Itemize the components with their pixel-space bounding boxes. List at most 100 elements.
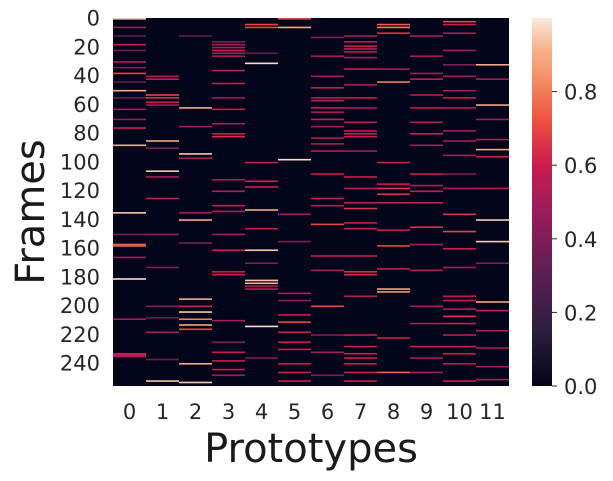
heatmap-cell bbox=[278, 371, 311, 374]
heatmap-cell bbox=[311, 97, 344, 99]
heatmap-cell bbox=[377, 23, 410, 26]
heatmap-cell bbox=[212, 69, 245, 72]
heatmap-cell bbox=[212, 133, 245, 135]
y-tick-labels: 0 20 40 60 80 100 120 140 160 180 200 220 240 bbox=[60, 7, 100, 376]
heatmap-cell bbox=[344, 207, 377, 210]
heatmap-cell bbox=[278, 380, 311, 382]
colorbar-tick-label: 0.6 bbox=[564, 154, 597, 178]
heatmap-cell bbox=[278, 158, 311, 161]
heatmap-cell bbox=[113, 243, 146, 246]
heatmap-cell bbox=[311, 55, 344, 57]
heatmap-cell bbox=[311, 269, 344, 272]
heatmap-cell bbox=[443, 140, 476, 142]
heatmap-cell bbox=[443, 187, 476, 190]
heatmap-cell bbox=[146, 331, 179, 333]
heatmap-cell bbox=[443, 299, 476, 302]
heatmap-cell bbox=[113, 256, 146, 259]
heatmap-cell bbox=[344, 121, 377, 124]
heatmap-cell bbox=[179, 107, 212, 109]
heatmap-cell bbox=[344, 150, 377, 152]
heatmap-cell bbox=[146, 170, 179, 172]
y-tick-label: 120 bbox=[60, 179, 100, 203]
heatmap-cell bbox=[113, 49, 146, 52]
heatmap-cell bbox=[311, 223, 344, 226]
heatmap-cell bbox=[410, 35, 443, 37]
heatmap-cell bbox=[443, 363, 476, 365]
heatmap-cell bbox=[212, 341, 245, 344]
heatmap-cell bbox=[212, 351, 245, 354]
heatmap-cell bbox=[344, 84, 377, 86]
heatmap-cell bbox=[146, 266, 179, 269]
heatmap-cell bbox=[113, 144, 146, 147]
heatmap-cell bbox=[245, 62, 278, 65]
heatmap-cell bbox=[278, 363, 311, 365]
x-tick-label: 2 bbox=[189, 400, 202, 424]
heatmap-cell bbox=[179, 219, 212, 221]
y-tick-label: 80 bbox=[73, 122, 100, 146]
heatmap-cell bbox=[146, 358, 179, 361]
heatmap-cell bbox=[113, 97, 146, 99]
heatmap-cell bbox=[443, 248, 476, 250]
heatmap-cell bbox=[146, 197, 179, 200]
heatmap-cell bbox=[377, 183, 410, 185]
heatmap-cell bbox=[212, 179, 245, 181]
heatmap-cell bbox=[113, 118, 146, 121]
heatmap-cell bbox=[113, 35, 146, 37]
heatmap-cell bbox=[146, 75, 179, 78]
heatmap-cell bbox=[410, 202, 443, 204]
heatmap-cell bbox=[212, 122, 245, 125]
heatmap-cell bbox=[179, 318, 212, 321]
heatmap-cell bbox=[344, 255, 377, 257]
heatmap-cell bbox=[278, 26, 311, 29]
heatmap-cell bbox=[443, 213, 476, 216]
heatmap-cell bbox=[146, 101, 179, 103]
x-tick-label: 7 bbox=[354, 400, 367, 424]
heatmap-cell bbox=[344, 334, 377, 336]
heatmap-cell bbox=[476, 240, 509, 243]
heatmap-cell bbox=[344, 271, 377, 273]
heatmap-cell bbox=[212, 204, 245, 207]
heatmap-cell bbox=[410, 357, 443, 359]
heatmap-cell bbox=[113, 233, 146, 236]
heatmap-cell bbox=[179, 324, 212, 326]
y-tick-label: 40 bbox=[73, 64, 100, 88]
heatmap-cell bbox=[179, 381, 212, 384]
heatmap-cell bbox=[245, 209, 278, 211]
heatmap-cell bbox=[245, 180, 278, 183]
heatmap-cell bbox=[443, 107, 476, 109]
heatmap-cell bbox=[113, 245, 146, 247]
heatmap-cell bbox=[311, 197, 344, 200]
heatmap-cell bbox=[443, 230, 476, 233]
heatmap-cell bbox=[212, 273, 245, 276]
heatmap-cell bbox=[344, 187, 377, 190]
heatmap-cell bbox=[212, 233, 245, 236]
heatmap-cell bbox=[278, 321, 311, 323]
heatmap-cell bbox=[146, 317, 179, 319]
heatmap-cell bbox=[443, 322, 476, 325]
heatmap-cell bbox=[476, 301, 509, 303]
y-axis-label: Frames bbox=[8, 139, 54, 284]
heatmap-cell bbox=[443, 154, 476, 157]
heatmap-cell bbox=[113, 26, 146, 29]
heatmap-cell bbox=[278, 18, 311, 20]
heatmap-cell bbox=[476, 156, 509, 158]
heatmap-cell bbox=[377, 337, 410, 339]
heatmap-cell bbox=[377, 81, 410, 83]
heatmap-cell bbox=[146, 104, 179, 106]
heatmap-cell bbox=[377, 32, 410, 34]
heatmap-cell bbox=[146, 147, 179, 149]
x-tick-label: 10 bbox=[446, 400, 473, 424]
heatmap-cell bbox=[278, 240, 311, 243]
heatmap-cell bbox=[443, 32, 476, 34]
heatmap-cell bbox=[476, 138, 509, 141]
heatmap-cell bbox=[410, 144, 443, 147]
heatmap-cell bbox=[146, 140, 179, 142]
heatmap-cell bbox=[377, 245, 410, 247]
heatmap-cell bbox=[443, 20, 476, 23]
heatmap-cell bbox=[179, 328, 212, 331]
heatmap-cell bbox=[278, 348, 311, 351]
x-tick-label: 8 bbox=[387, 400, 400, 424]
y-tick-label: 220 bbox=[60, 323, 100, 347]
y-tick-label: 60 bbox=[73, 93, 100, 117]
